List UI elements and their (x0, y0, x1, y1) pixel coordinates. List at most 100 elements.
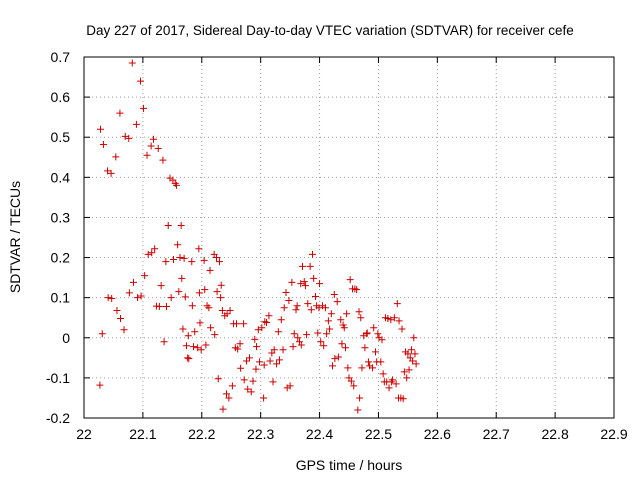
data-point (215, 258, 223, 266)
data-point (341, 344, 349, 352)
data-point (185, 355, 193, 363)
data-point (202, 341, 210, 349)
data-point (306, 262, 314, 270)
data-point (338, 340, 346, 348)
x-tick-label: 22.3 (247, 426, 274, 442)
data-point (162, 302, 170, 310)
data-point (252, 365, 260, 373)
data-point (200, 256, 208, 264)
data-point (343, 310, 351, 318)
data-point (191, 328, 199, 336)
data-point (162, 258, 170, 266)
data-point (317, 338, 325, 346)
data-point (249, 377, 257, 385)
data-point (330, 290, 338, 298)
data-point (354, 406, 362, 414)
data-point (393, 300, 401, 308)
data-point (217, 281, 225, 289)
data-point (280, 304, 288, 312)
data-point (234, 345, 242, 353)
plot-frame (83, 56, 615, 419)
data-point (293, 302, 301, 310)
data-point (279, 346, 287, 354)
y-tick-label: 0.2 (51, 250, 71, 266)
y-tick-label: -0.2 (46, 410, 70, 426)
y-tick-label: 0.5 (51, 129, 71, 145)
data-point (324, 317, 332, 325)
data-point (301, 282, 309, 290)
data-point (196, 319, 204, 327)
x-tick-label: 22.1 (129, 426, 156, 442)
data-point (389, 376, 397, 384)
data-point (400, 368, 408, 376)
data-point (96, 381, 104, 389)
data-point (170, 256, 178, 264)
data-point (265, 312, 273, 320)
data-point (315, 304, 323, 312)
data-point (164, 221, 172, 229)
data-point (314, 329, 322, 337)
data-point (320, 342, 328, 350)
data-point (263, 319, 271, 327)
data-point (240, 320, 248, 328)
axis-ticks (83, 56, 615, 419)
data-point (181, 293, 189, 301)
x-tick-label: 22 (76, 426, 92, 442)
data-point (385, 384, 393, 392)
data-point (340, 324, 348, 332)
chart-title: Day 227 of 2017, Sidereal Day-to-day VTE… (86, 23, 573, 38)
data-point (372, 348, 379, 356)
data-point (154, 144, 162, 152)
data-point (395, 317, 403, 325)
data-point (139, 104, 147, 112)
x-tick-label: 22.7 (483, 426, 510, 442)
data-point (147, 142, 155, 150)
y-tick-labels: -0.2 -0.1 0 0.1 0.2 0.3 0.4 0.5 0.6 0.7 (46, 49, 70, 426)
data-point (129, 278, 137, 286)
data-point (377, 358, 385, 366)
data-point (387, 316, 395, 324)
data-point (180, 254, 188, 262)
data-point (347, 377, 355, 385)
data-point (233, 320, 241, 328)
data-point (323, 330, 331, 338)
data-point (195, 245, 203, 253)
data-point (113, 307, 121, 315)
data-point (296, 338, 304, 346)
x-tick-label: 22.4 (306, 426, 333, 442)
data-point (294, 334, 302, 342)
data-point (331, 355, 339, 363)
data-point (297, 280, 305, 288)
data-point (327, 310, 335, 318)
data-point (194, 344, 202, 352)
data-point (159, 156, 167, 164)
data-point (329, 362, 337, 370)
data-point (172, 181, 180, 189)
y-tick-label: 0 (62, 330, 70, 346)
data-point (316, 280, 324, 288)
data-point (125, 289, 133, 297)
data-point (178, 274, 186, 282)
data-point (176, 254, 184, 262)
data-point (213, 254, 220, 262)
data-point (290, 330, 298, 338)
data-point (125, 134, 133, 142)
data-point (300, 278, 308, 286)
data-point (223, 310, 231, 318)
data-point (297, 341, 305, 349)
data-point (177, 221, 185, 229)
data-point (307, 306, 315, 314)
data-point (392, 380, 400, 388)
data-point (310, 274, 318, 282)
data-point (148, 249, 156, 257)
data-point (261, 318, 269, 326)
data-point (157, 282, 165, 290)
data-point (344, 364, 352, 372)
data-point (251, 335, 259, 343)
data-point (384, 315, 392, 323)
data-point (321, 304, 329, 312)
data-point (155, 302, 163, 310)
data-point (167, 294, 175, 302)
data-point (311, 292, 319, 300)
data-point (363, 329, 371, 337)
